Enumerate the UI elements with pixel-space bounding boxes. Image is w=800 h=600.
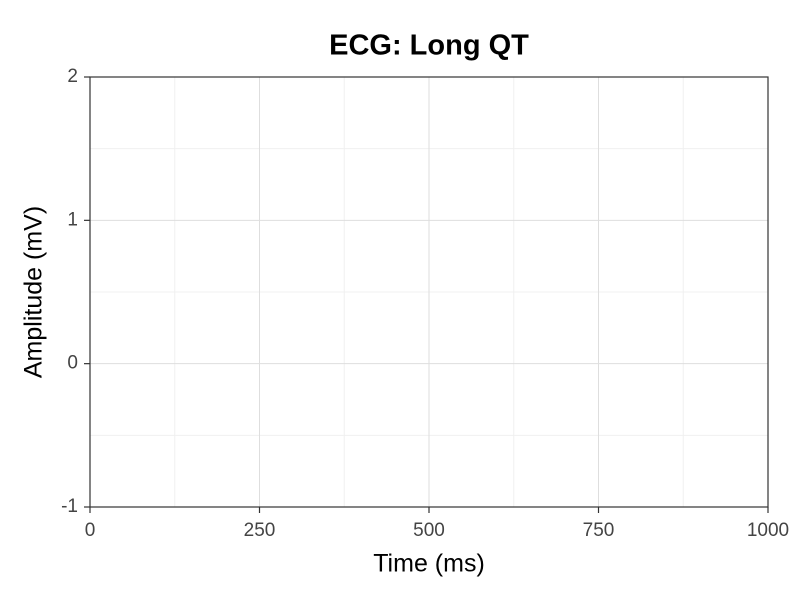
x-tick-label: 1000 (747, 520, 789, 541)
chart-title: ECG: Long QT (329, 30, 529, 62)
y-tick-label: -1 (61, 496, 78, 517)
x-tick-label: 750 (583, 520, 615, 541)
y-tick-label: 1 (67, 209, 78, 230)
y-tick-label: 2 (67, 66, 78, 87)
x-tick-label: 250 (244, 520, 276, 541)
y-axis-label: Amplitude (mV) (20, 206, 48, 378)
plot-border (89, 76, 769, 508)
x-axis-label: Time (ms) (373, 550, 485, 578)
x-tick-label: 0 (85, 520, 96, 541)
x-tick-label: 500 (413, 520, 445, 541)
y-tick-label: 0 (67, 353, 78, 374)
